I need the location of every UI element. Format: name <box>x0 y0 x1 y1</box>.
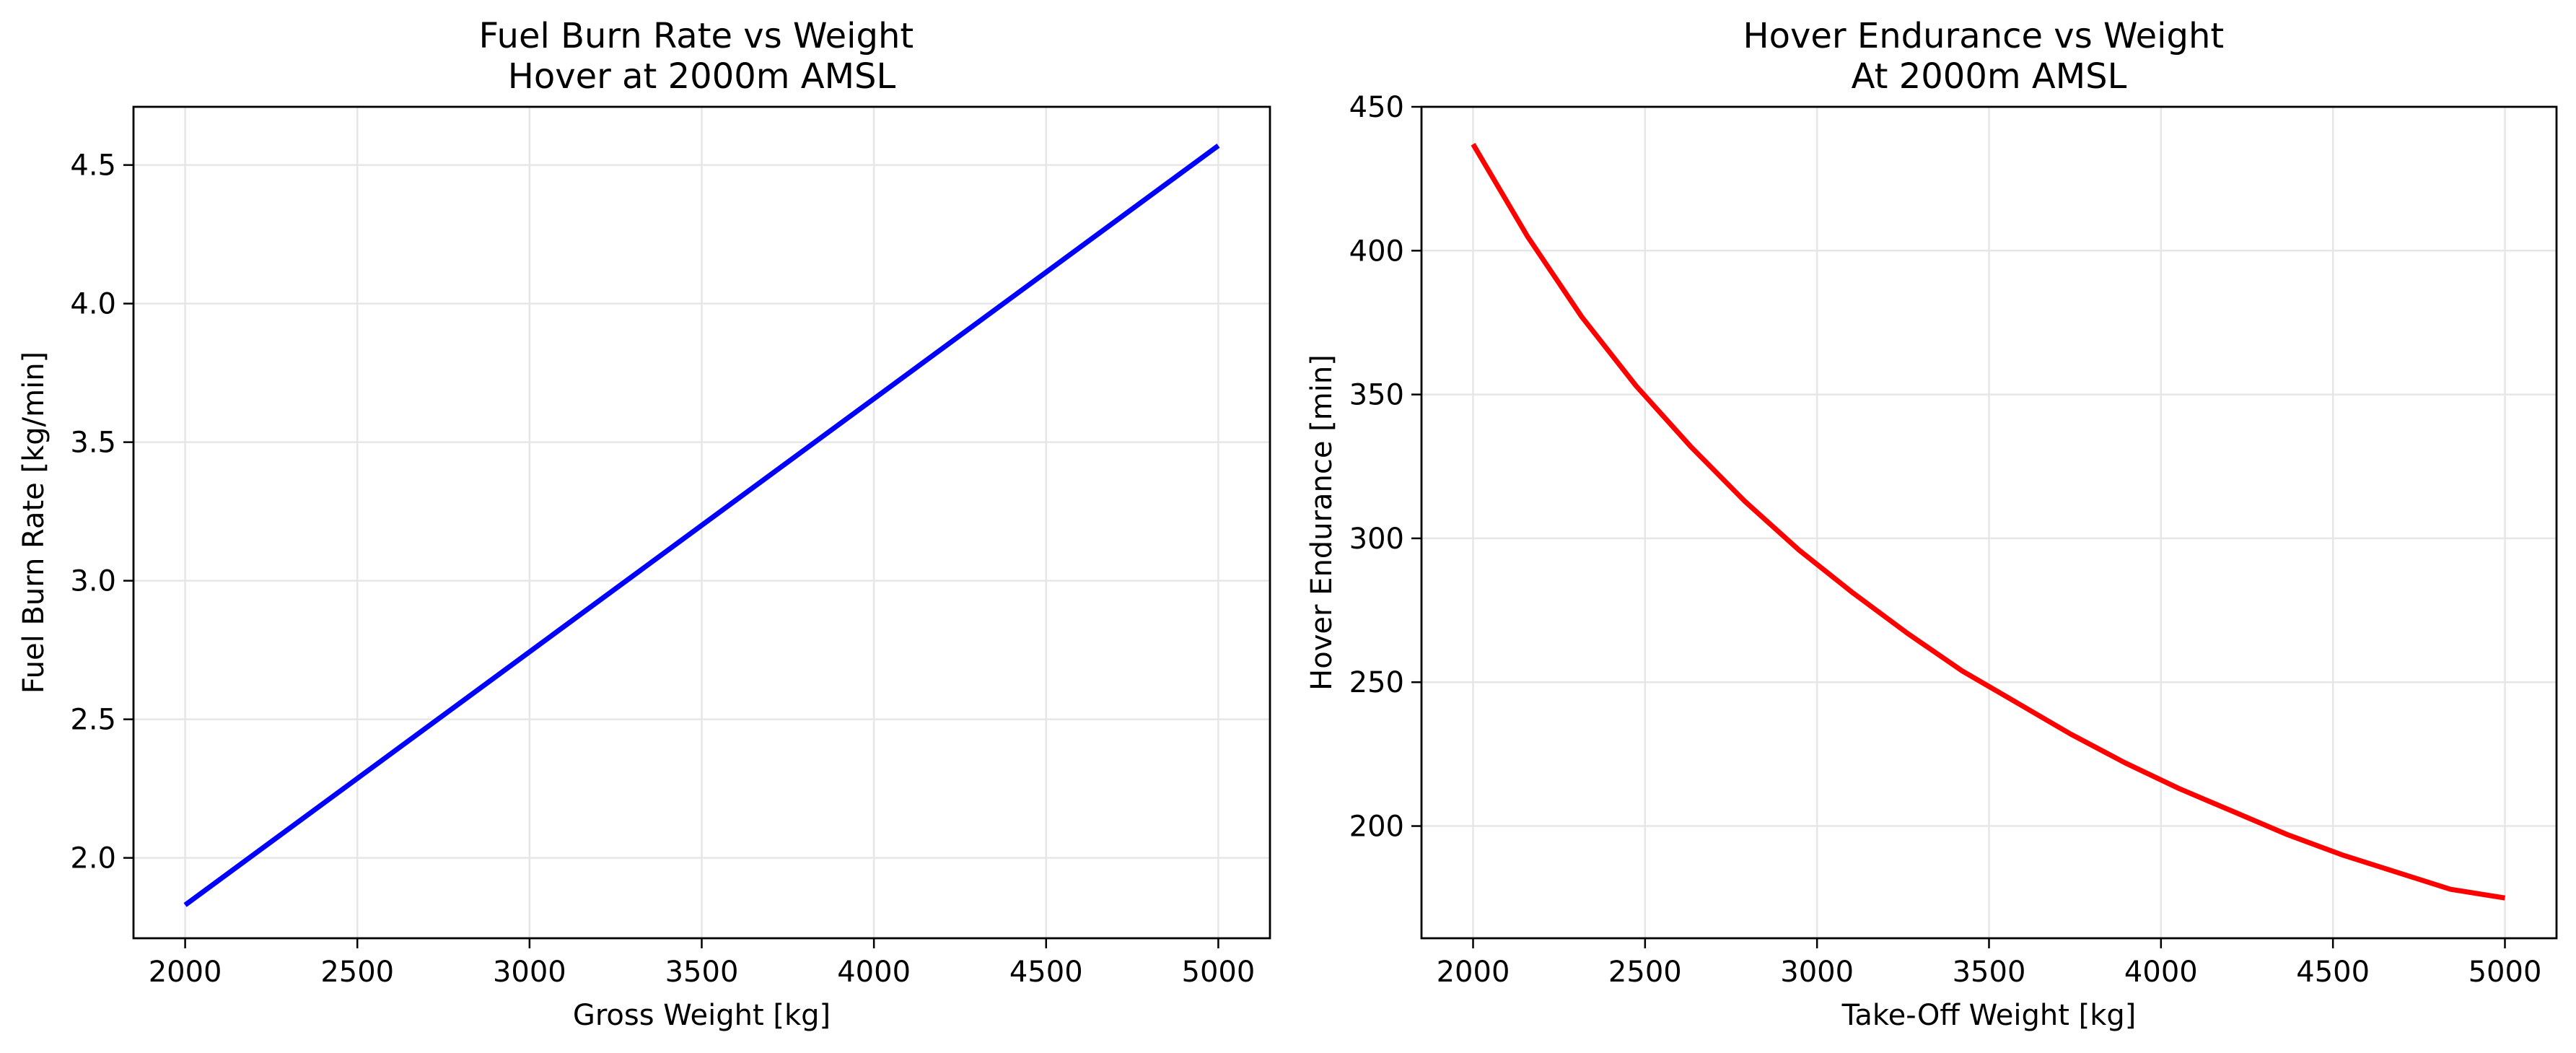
left-chart-y-tick-label: 3.5 <box>70 427 116 460</box>
right-chart-x-axis-label: Take-Off Weight [kg] <box>1841 999 2137 1032</box>
left-chart-y-tick-label: 2.0 <box>70 842 116 875</box>
right-chart-y-tick-label: 450 <box>1349 91 1404 124</box>
right-chart-x-tick-label: 4500 <box>2296 956 2370 989</box>
left-chart-x-tick-label: 3000 <box>493 956 566 989</box>
right-chart-panel: 2000 2500 3000 3500 4000 4500 5000 200 250 300 35… <box>1305 16 2558 1032</box>
right-chart-x-ticks: 2000 2500 3000 3500 4000 4500 5000 <box>1437 938 2542 989</box>
right-chart-x-tick-label: 3500 <box>1953 956 2026 989</box>
right-chart-y-tick-label: 200 <box>1349 810 1404 844</box>
right-chart-x-tick-label: 5000 <box>2468 956 2542 989</box>
right-chart-y-tick-label: 250 <box>1349 666 1404 699</box>
left-chart-x-tick-label: 2500 <box>320 956 394 989</box>
left-chart-title: Fuel Burn Rate vs Weight Hover at 2000m … <box>479 16 925 97</box>
right-chart-series-line <box>1471 143 2506 901</box>
right-chart-title-line-2: At 2000m AMSL <box>1852 56 2127 97</box>
left-chart-y-tick-label: 4.0 <box>70 288 116 321</box>
right-chart-x-tick-label: 3000 <box>1780 956 1854 989</box>
left-chart-grid <box>133 107 1270 938</box>
left-chart-x-tick-label: 3500 <box>665 956 739 989</box>
right-chart-y-tick-label: 350 <box>1349 379 1404 412</box>
left-chart-title-line-1: Fuel Burn Rate vs Weight <box>479 16 914 56</box>
right-chart-x-tick-label: 2500 <box>1608 956 1682 989</box>
right-chart-y-axis-label: Hover Endurance [min] <box>1305 354 1339 691</box>
right-chart-y-tick-label: 400 <box>1349 235 1404 268</box>
left-chart-title-line-2: Hover at 2000m AMSL <box>508 56 896 97</box>
right-chart-x-tick-label: 2000 <box>1437 956 1510 989</box>
left-chart-x-ticks: 2000 2500 3000 3500 4000 4500 5000 <box>149 938 1256 989</box>
left-chart-panel: 2000 2500 3000 3500 4000 4500 5000 2.0 2.5 3.0 3.… <box>17 16 1271 1032</box>
right-chart-title: Hover Endurance vs Weight At 2000m AMSL <box>1743 16 2235 97</box>
left-chart-x-tick-label: 4500 <box>1009 956 1083 989</box>
left-chart-y-tick-label: 2.5 <box>70 704 116 737</box>
left-chart-x-tick-label: 2000 <box>149 956 222 989</box>
right-chart-y-tick-label: 300 <box>1349 523 1404 556</box>
right-chart-y-ticks: 200 250 300 350 400 450 <box>1349 91 1421 844</box>
left-chart-x-axis-label: Gross Weight [kg] <box>573 999 831 1032</box>
right-chart-title-line-1: Hover Endurance vs Weight <box>1743 16 2225 56</box>
left-chart-y-axis-label: Fuel Burn Rate [kg/min] <box>17 351 51 694</box>
left-chart-y-tick-label: 3.0 <box>70 565 116 598</box>
right-chart-x-tick-label: 4000 <box>2124 956 2198 989</box>
right-chart-series <box>1471 143 2506 901</box>
left-chart-y-ticks: 2.0 2.5 3.0 3.5 4.0 4.5 <box>70 149 133 875</box>
left-chart-series-line <box>183 143 1220 907</box>
left-chart-x-tick-label: 5000 <box>1182 956 1256 989</box>
left-chart-series <box>183 143 1220 907</box>
left-chart-y-tick-label: 4.5 <box>70 149 116 183</box>
left-chart-x-tick-label: 4000 <box>837 956 911 989</box>
